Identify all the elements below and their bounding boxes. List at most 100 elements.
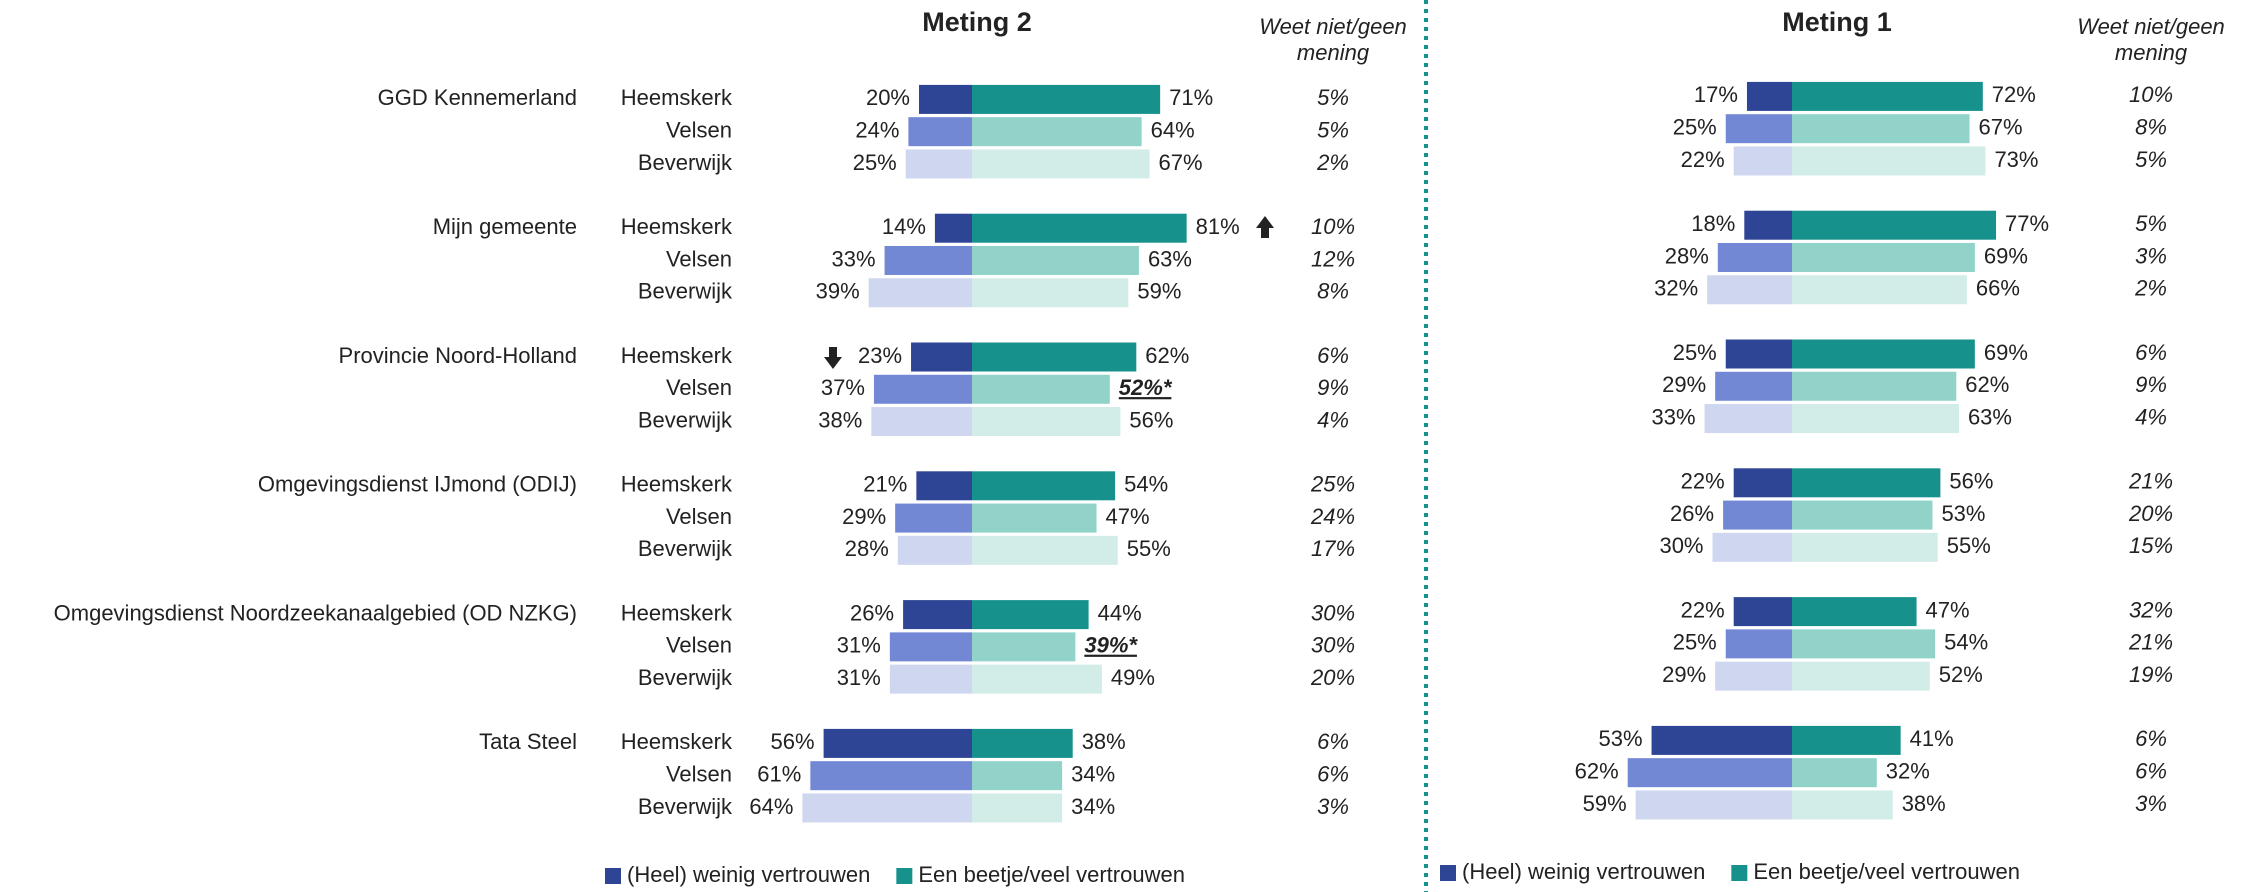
value-label: 14% (882, 214, 926, 239)
value-label: 47% (1106, 504, 1150, 529)
bar-negative (1712, 532, 1792, 562)
value-label: 21% (863, 472, 907, 497)
legend-label: (Heel) weinig vertrouwen (1462, 859, 1705, 884)
value-label: 25% (853, 150, 897, 175)
chart-title: Meting 1 (1782, 7, 1892, 37)
value-label: 18% (1691, 211, 1735, 236)
bar-negative (1733, 468, 1792, 498)
bar-negative (1715, 371, 1792, 401)
bar-positive (972, 471, 1116, 501)
bar-negative (1704, 404, 1792, 434)
dontknow-label: 10% (1311, 214, 1355, 239)
value-label: 64% (1151, 117, 1195, 142)
bar-positive (972, 632, 1076, 662)
bar-negative (1733, 597, 1792, 627)
bar-negative (1733, 146, 1792, 176)
dontknow-label: 9% (1317, 375, 1349, 400)
dontknow-label: 21% (2128, 469, 2173, 494)
bar-negative (873, 374, 972, 404)
bar-negative (934, 213, 972, 243)
bar-positive (972, 728, 1073, 758)
value-label: 22% (1681, 597, 1725, 622)
dontknow-label: 20% (1310, 665, 1355, 690)
row-label: Heemskerk (621, 600, 733, 625)
bar-positive (972, 278, 1129, 308)
value-label: 56% (1949, 469, 1993, 494)
value-label: 26% (850, 600, 894, 625)
group-label: Provincie Noord-Holland (339, 343, 577, 368)
group-label: Tata Steel (479, 729, 577, 754)
row-label: Velsen (666, 246, 732, 271)
row-label: Velsen (666, 117, 732, 142)
value-label: 38% (818, 407, 862, 432)
value-label: 31% (837, 665, 881, 690)
bar-positive (972, 407, 1121, 437)
value-label: 24% (855, 117, 899, 142)
bar-negative (823, 728, 972, 758)
value-label: 20% (866, 85, 910, 110)
bar-positive (972, 342, 1137, 372)
bar-negative (1723, 500, 1792, 530)
value-label: 63% (1148, 246, 1192, 271)
dontknow-label: 5% (1317, 85, 1349, 110)
legend-swatch (605, 868, 621, 884)
value-label: 26% (1670, 501, 1714, 526)
bar-negative (802, 793, 972, 823)
value-label: 47% (1926, 597, 1970, 622)
dontknow-label: 21% (2128, 630, 2173, 655)
bar-positive (1792, 597, 1917, 627)
row-label: Heemskerk (621, 472, 733, 497)
dontknow-label: 5% (2135, 211, 2167, 236)
bar-positive (1792, 404, 1959, 434)
dontknow-label: 4% (1317, 407, 1349, 432)
bar-negative (1707, 275, 1792, 305)
bar-positive (1792, 114, 1970, 144)
value-label: 63% (1968, 404, 2012, 429)
value-label: 37% (821, 375, 865, 400)
bar-positive (972, 117, 1142, 147)
value-label: 66% (1976, 276, 2020, 301)
value-label: 34% (1071, 794, 1115, 819)
value-label: 17% (1694, 82, 1738, 107)
legend-swatch (1440, 865, 1456, 881)
bar-negative (1725, 339, 1792, 369)
value-label: 53% (1599, 726, 1643, 751)
bar-positive (1792, 725, 1901, 755)
value-label: 34% (1071, 761, 1115, 786)
row-label: Heemskerk (621, 343, 733, 368)
value-label: 38% (1902, 791, 1946, 816)
bar-positive (972, 793, 1063, 823)
row-label: Heemskerk (621, 729, 733, 754)
value-label: 71% (1169, 85, 1213, 110)
dontknow-header: Weet niet/geen mening (1259, 14, 1407, 65)
value-label: 29% (1662, 372, 1706, 397)
bar-positive (1792, 661, 1930, 691)
bar-positive (1792, 371, 1957, 401)
dontknow-label: 6% (2135, 758, 2167, 783)
dontknow-label: 6% (1317, 343, 1349, 368)
bar-negative (1746, 81, 1792, 111)
dontknow-label: 12% (1311, 246, 1355, 271)
value-label: 30% (1659, 533, 1703, 558)
value-label: 67% (1979, 114, 2023, 139)
row-label: Beverwijk (638, 279, 733, 304)
value-label: 62% (1965, 372, 2009, 397)
value-label: 56% (771, 729, 815, 754)
dontknow-label: 2% (2134, 276, 2167, 301)
dontknow-label: 3% (1317, 794, 1349, 819)
value-label: 22% (1681, 147, 1725, 172)
dontknow-label: 6% (2135, 340, 2167, 365)
value-label: 53% (1941, 501, 1985, 526)
up-arrow (1256, 216, 1274, 238)
dontknow-label: 30% (1311, 633, 1355, 658)
value-label: 59% (1583, 791, 1627, 816)
dontknow-label: 3% (2135, 791, 2167, 816)
bar-positive (1792, 210, 1997, 240)
bar-negative (889, 632, 972, 662)
row-label: Velsen (666, 375, 732, 400)
value-label: 69% (1984, 243, 2028, 268)
bar-negative (1627, 758, 1792, 788)
bar-negative (871, 407, 972, 437)
group-label: Omgevingsdienst IJmond (ODIJ) (258, 472, 577, 497)
